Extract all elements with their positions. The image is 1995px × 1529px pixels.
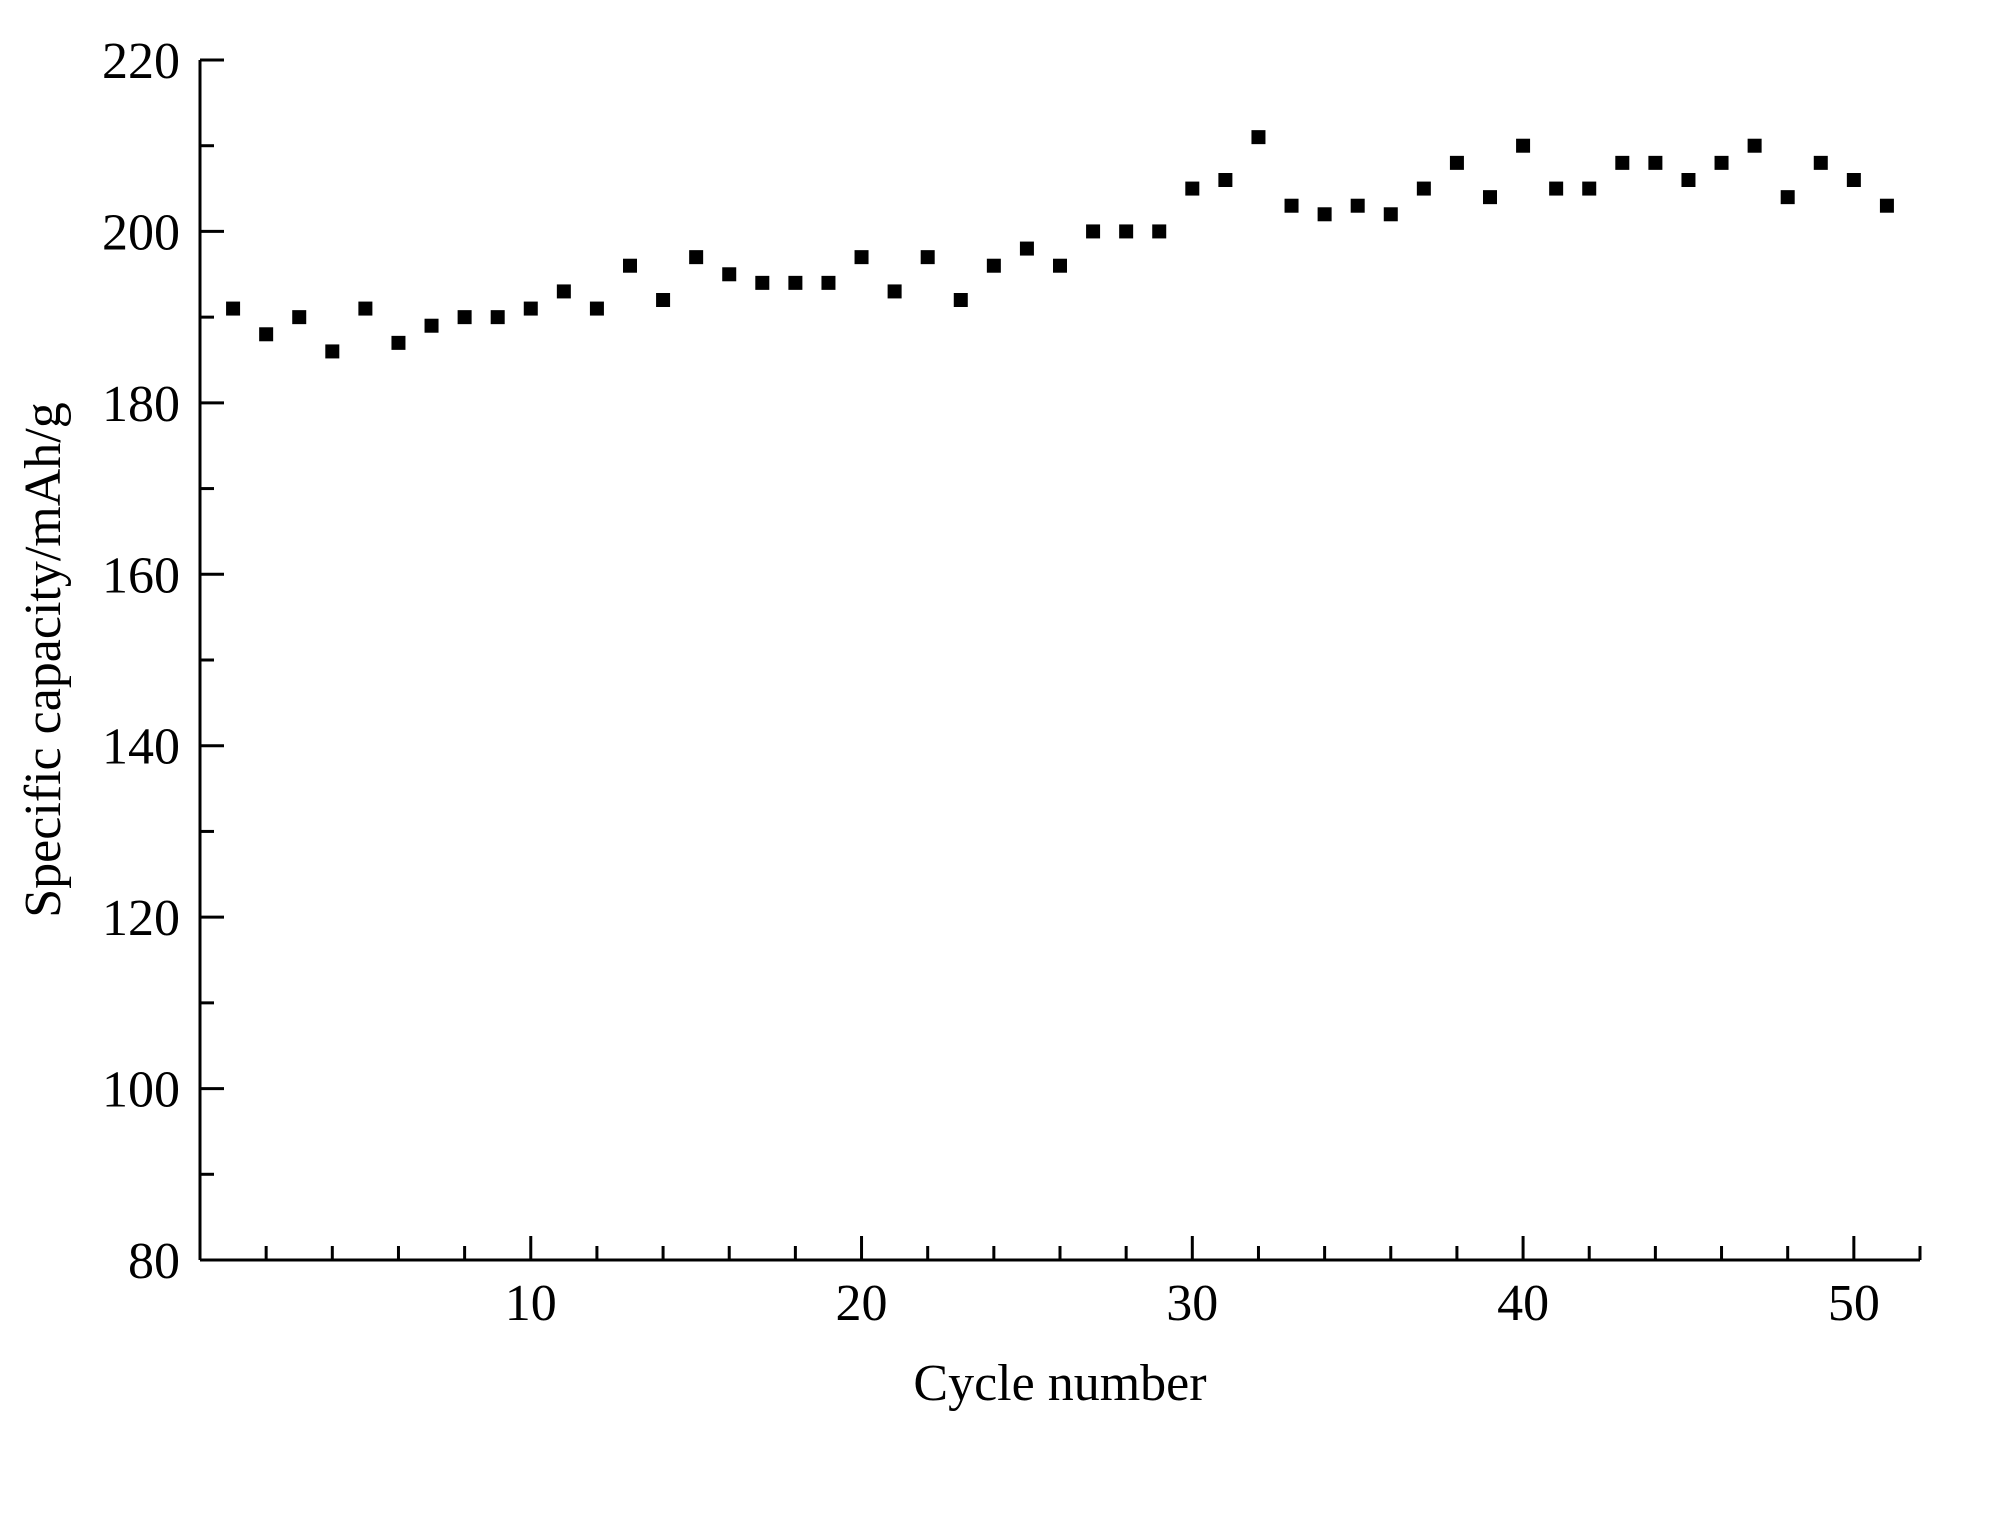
data-point — [1218, 173, 1232, 187]
data-point — [259, 327, 273, 341]
data-point — [1715, 156, 1729, 170]
data-point — [524, 302, 538, 316]
data-point — [1615, 156, 1629, 170]
data-point — [491, 310, 505, 324]
y-tick-label: 220 — [102, 33, 180, 90]
y-tick-label: 160 — [102, 547, 180, 604]
x-axis-label: Cycle number — [913, 1355, 1206, 1412]
chart-background — [0, 0, 1995, 1529]
data-point — [689, 250, 703, 264]
data-point — [458, 310, 472, 324]
data-point — [1384, 207, 1398, 221]
data-point — [1582, 182, 1596, 196]
data-point — [425, 319, 439, 333]
data-point — [1119, 224, 1133, 238]
data-point — [1516, 139, 1530, 153]
data-point — [1814, 156, 1828, 170]
data-point — [722, 267, 736, 281]
data-point — [1185, 182, 1199, 196]
data-point — [1318, 207, 1332, 221]
data-point — [1020, 242, 1034, 256]
data-point — [358, 302, 372, 316]
chart-svg: 10 20 30 40 50 Cycle number 80 100 120 140 160 180 2… — [0, 0, 1995, 1529]
scatter-chart: 10 20 30 40 50 Cycle number 80 100 120 140 160 180 2… — [0, 0, 1995, 1529]
data-point — [788, 276, 802, 290]
data-point — [855, 250, 869, 264]
data-point — [888, 284, 902, 298]
data-point — [1483, 190, 1497, 204]
y-tick-label: 180 — [102, 376, 180, 433]
data-point — [1086, 224, 1100, 238]
data-point — [1781, 190, 1795, 204]
y-tick-label: 140 — [102, 719, 180, 776]
data-point — [656, 293, 670, 307]
data-point — [954, 293, 968, 307]
data-point — [325, 344, 339, 358]
data-point — [755, 276, 769, 290]
x-tick-label: 20 — [836, 1275, 888, 1332]
y-tick-label: 80 — [128, 1233, 180, 1290]
data-point — [623, 259, 637, 273]
data-point — [590, 302, 604, 316]
data-point — [1648, 156, 1662, 170]
data-point — [1152, 224, 1166, 238]
x-tick-label: 40 — [1497, 1275, 1549, 1332]
data-point — [1285, 199, 1299, 213]
data-point — [1847, 173, 1861, 187]
data-point — [226, 302, 240, 316]
x-tick-label: 50 — [1828, 1275, 1880, 1332]
data-point — [557, 284, 571, 298]
y-tick-label: 120 — [102, 890, 180, 947]
data-point — [391, 336, 405, 350]
data-point — [1417, 182, 1431, 196]
data-point — [1748, 139, 1762, 153]
data-point — [1880, 199, 1894, 213]
y-tick-label: 200 — [102, 204, 180, 261]
data-point — [1549, 182, 1563, 196]
y-axis-label: Specific capacity/mAh/g — [15, 402, 72, 917]
data-point — [1681, 173, 1695, 187]
data-point — [292, 310, 306, 324]
y-tick-label: 100 — [102, 1062, 180, 1119]
x-tick-label: 10 — [505, 1275, 557, 1332]
data-point — [987, 259, 1001, 273]
data-point — [1450, 156, 1464, 170]
x-tick-label: 30 — [1166, 1275, 1218, 1332]
data-point — [1053, 259, 1067, 273]
data-point — [921, 250, 935, 264]
data-point — [821, 276, 835, 290]
data-point — [1351, 199, 1365, 213]
data-point — [1251, 130, 1265, 144]
